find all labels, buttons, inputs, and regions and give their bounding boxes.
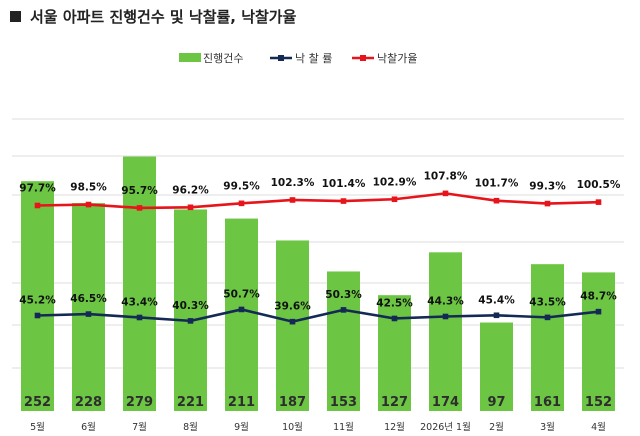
data-point-label: 46.5%	[70, 293, 107, 305]
bar-value-label: 252	[24, 395, 51, 410]
data-point-label: 50.7%	[223, 288, 260, 300]
data-point-label: 99.3%	[529, 181, 566, 193]
legend-marker-line-rate	[278, 55, 284, 61]
bar-value-label: 187	[279, 395, 306, 410]
data-point-label: 45.4%	[478, 294, 515, 306]
data-point-label: 102.9%	[373, 176, 417, 188]
bar-value-label: 152	[585, 395, 612, 410]
x-tick-label: 2월	[489, 421, 504, 433]
bar	[378, 295, 411, 411]
data-point	[238, 200, 245, 207]
data-point	[544, 314, 551, 321]
data-point-label: 101.4%	[322, 178, 366, 190]
data-point	[544, 200, 551, 207]
bar-value-label: 174	[432, 395, 459, 410]
data-point	[34, 312, 41, 319]
series-line	[37, 308, 599, 323]
title-square-icon	[10, 11, 21, 22]
x-tick-label: 4월	[591, 421, 606, 433]
bar	[21, 181, 54, 411]
x-tick-label: 7월	[132, 421, 147, 433]
data-point-label: 107.8%	[424, 170, 468, 182]
data-point	[391, 196, 398, 203]
bar	[531, 264, 564, 411]
data-point	[289, 197, 296, 203]
data-point	[187, 204, 194, 211]
data-point-label: 39.6%	[274, 301, 311, 313]
data-point-label: 100.5%	[577, 179, 621, 191]
legend-swatch-bar	[179, 53, 201, 62]
data-point-label: 96.2%	[172, 184, 209, 196]
data-point-label: 48.7%	[580, 291, 617, 303]
data-point	[340, 307, 347, 313]
data-point-label: 43.5%	[529, 296, 566, 308]
bar	[429, 252, 462, 411]
bar-value-label: 221	[177, 395, 204, 410]
data-point-label: 42.5%	[376, 297, 413, 309]
x-tick-label: 5월	[30, 421, 45, 433]
bar-value-label: 279	[126, 395, 153, 410]
data-point	[595, 199, 602, 205]
data-point-label: 102.3%	[271, 177, 315, 189]
chart-title: 서울 아파트 진행건수 및 낙찰률, 낙찰가율	[30, 8, 297, 26]
data-point	[340, 198, 347, 204]
bar-value-label: 228	[75, 395, 102, 410]
x-tick-label: 12월	[384, 421, 405, 433]
data-point	[136, 205, 143, 211]
data-point-label: 50.3%	[325, 289, 362, 301]
data-point-label: 97.7%	[19, 183, 56, 195]
data-point	[442, 313, 449, 320]
series-line	[37, 192, 599, 210]
bar	[72, 203, 105, 411]
data-point-label: 99.5%	[223, 180, 260, 192]
data-point	[493, 312, 500, 319]
legend-marker-line-price	[360, 55, 366, 61]
data-point-label: 101.7%	[475, 178, 519, 190]
data-point-label: 40.3%	[172, 300, 209, 312]
legend-label-line-rate: 낙 찰 률	[295, 52, 332, 65]
x-tick-label: 10월	[282, 421, 303, 433]
data-point	[34, 202, 41, 209]
data-point	[238, 306, 245, 313]
bar-value-label: 127	[381, 395, 408, 410]
bar	[480, 322, 513, 411]
legend-label-line-price: 낙찰가율	[377, 52, 417, 65]
x-tick-label: 9월	[234, 421, 249, 433]
data-point	[391, 315, 398, 322]
data-point	[595, 308, 602, 315]
legend-label-bar: 진행건수	[203, 52, 243, 65]
x-tick-label: 11월	[333, 421, 354, 433]
legend: 진행건수 낙 찰 률 낙찰가율	[179, 52, 417, 65]
data-point	[289, 318, 296, 325]
bar-value-label: 211	[228, 395, 255, 410]
bar	[225, 218, 258, 411]
bar	[327, 271, 360, 411]
x-tick-label: 6월	[81, 421, 96, 433]
bar-value-label: 161	[534, 395, 561, 410]
data-point	[442, 190, 449, 197]
bar-value-label: 153	[330, 395, 357, 410]
bar	[582, 272, 615, 411]
x-tick-label: 8월	[183, 421, 198, 433]
data-point-label: 44.3%	[427, 295, 464, 307]
x-tick-label: 3월	[540, 421, 555, 433]
data-point	[187, 318, 194, 324]
data-point-label: 95.7%	[121, 185, 158, 197]
bar	[123, 156, 156, 411]
data-point	[85, 311, 92, 317]
bar-value-label: 97	[487, 395, 505, 410]
data-point	[493, 197, 500, 204]
data-point	[136, 314, 143, 321]
data-point-label: 45.2%	[19, 295, 56, 307]
data-point	[85, 201, 92, 208]
data-point-label: 43.4%	[121, 296, 158, 308]
data-point-label: 98.5%	[70, 182, 107, 194]
bar	[276, 240, 309, 411]
bar	[174, 209, 207, 411]
x-tick-label: 2026년 1월	[420, 421, 471, 433]
